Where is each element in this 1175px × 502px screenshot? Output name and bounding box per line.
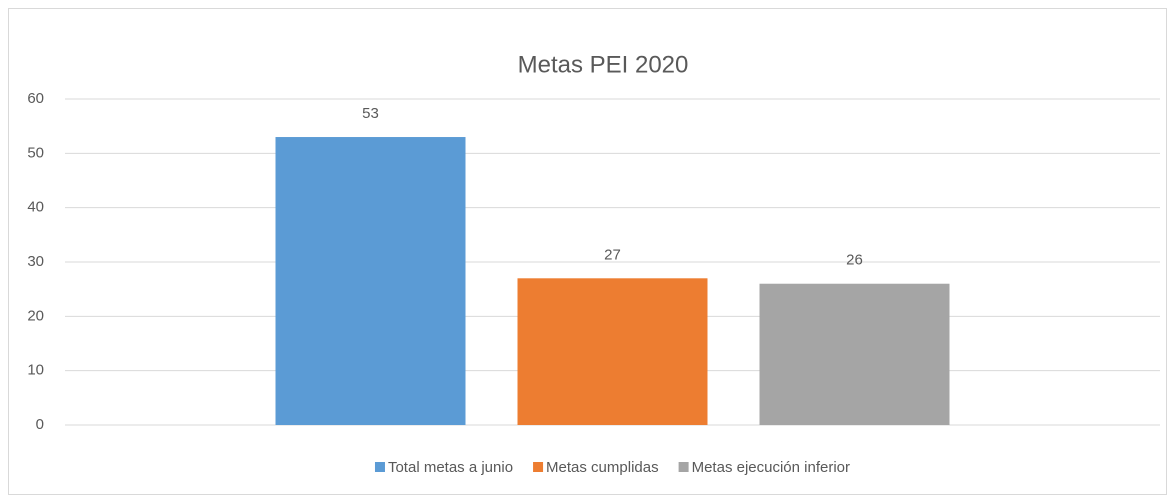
legend-swatch xyxy=(533,462,544,472)
legend-swatch xyxy=(678,462,689,472)
legend-label: Metas ejecución inferior xyxy=(692,459,850,476)
bar xyxy=(759,283,950,425)
legend-label: Metas cumplidas xyxy=(546,459,659,476)
y-tick-label: 0 xyxy=(36,416,44,433)
data-label: 53 xyxy=(362,105,379,122)
legend-swatch xyxy=(374,462,385,472)
y-tick-label: 60 xyxy=(27,90,44,107)
y-tick-label: 40 xyxy=(27,199,44,216)
y-tick-label: 30 xyxy=(27,253,44,270)
data-label: 27 xyxy=(604,246,621,263)
legend-label: Total metas a junio xyxy=(388,459,513,476)
y-tick-label: 10 xyxy=(27,362,44,379)
bar xyxy=(517,278,708,425)
bar xyxy=(275,137,466,426)
chart-title: Metas PEI 2020 xyxy=(518,51,689,78)
y-tick-label: 20 xyxy=(27,307,44,324)
data-label: 26 xyxy=(846,252,863,269)
y-tick-label: 50 xyxy=(27,144,44,161)
